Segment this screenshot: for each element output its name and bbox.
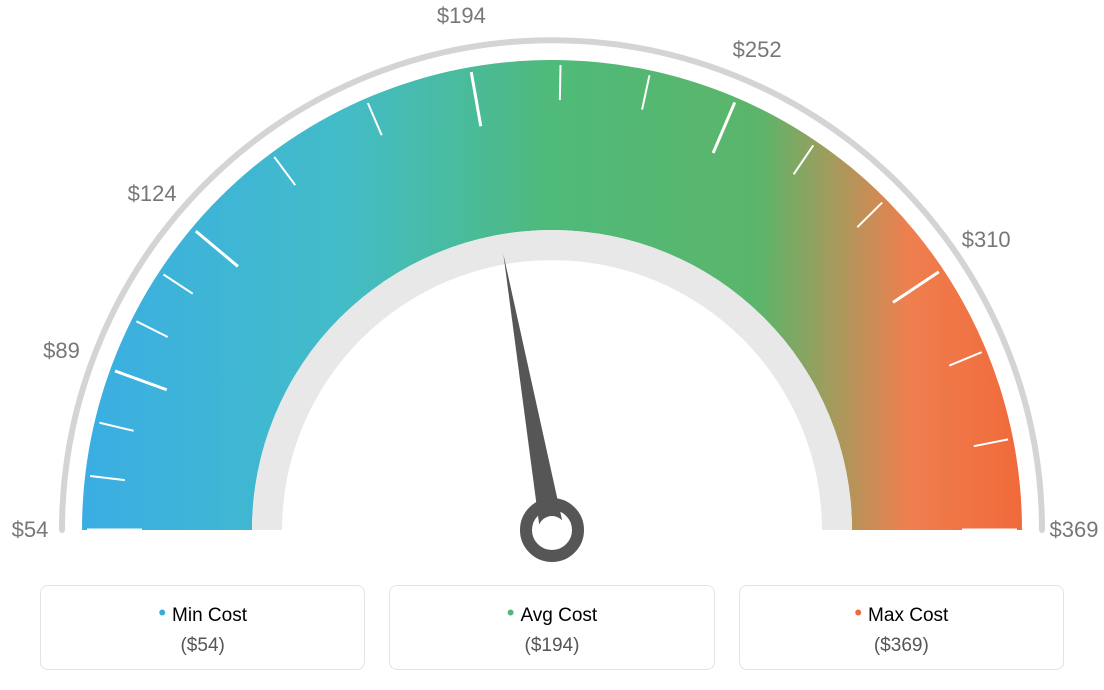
legend-title-text: Avg Cost bbox=[520, 605, 597, 626]
legend-value-text: ($194) bbox=[400, 635, 703, 657]
dot-icon: • bbox=[854, 600, 862, 625]
cost-gauge: $54 $89 $124 $194 $252 $310 $369 bbox=[0, 0, 1104, 570]
legend-value-text: ($54) bbox=[51, 635, 354, 657]
dot-icon: • bbox=[158, 600, 166, 625]
legend-title-text: Min Cost bbox=[172, 605, 247, 626]
gauge-tick-label: $310 bbox=[962, 227, 1011, 253]
gauge-tick-label: $252 bbox=[733, 37, 782, 63]
gauge-tick-label: $54 bbox=[12, 517, 49, 543]
gauge-tick-label: $369 bbox=[1050, 517, 1099, 543]
gauge-tick-label: $194 bbox=[437, 3, 486, 29]
legend-card-min: • Min Cost ($54) bbox=[40, 585, 365, 670]
legend-card-avg: •Avg Cost ($194) bbox=[389, 585, 714, 670]
gauge-tick-label: $89 bbox=[43, 338, 80, 364]
gauge-tick-label: $124 bbox=[128, 181, 177, 207]
legend-row: •Min Cost ($54) •Avg Cost ($194) •Max Co… bbox=[0, 585, 1104, 670]
legend-card-max: • Max Cost ($369) bbox=[739, 585, 1064, 670]
dot-icon: • bbox=[507, 600, 515, 625]
legend-title-text: Max Cost bbox=[868, 605, 948, 626]
legend-value-text: ($369) bbox=[750, 635, 1053, 657]
